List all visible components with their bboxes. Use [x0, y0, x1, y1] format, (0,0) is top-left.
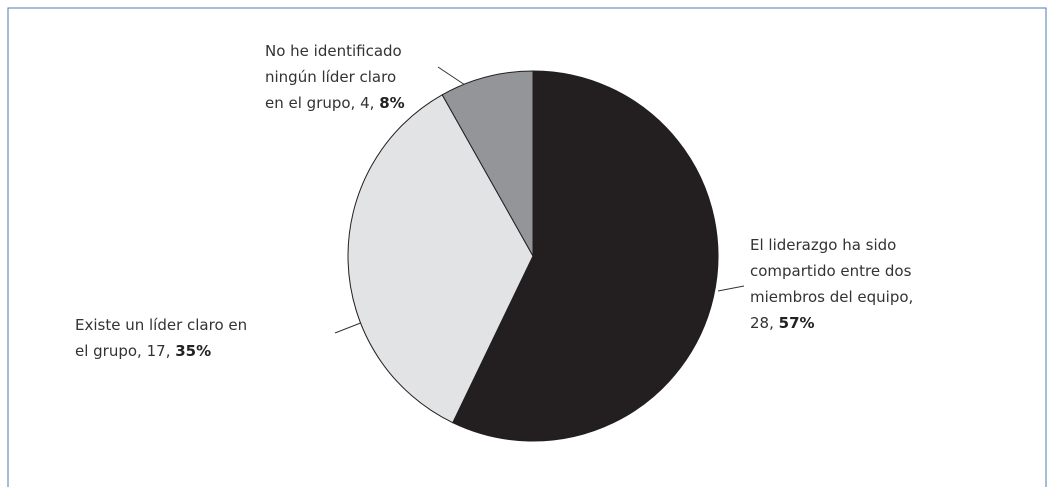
value-label: 17, — [146, 342, 171, 360]
leader-line — [437, 66, 466, 86]
slice-label: El liderazgo ha sido compartido entre do… — [750, 232, 928, 336]
slice-label: Existe un líder claro en el grupo, 17, 3… — [75, 312, 255, 364]
pie-slice — [452, 70, 719, 442]
percentage-label: 57% — [778, 314, 815, 332]
leader-line — [717, 285, 745, 292]
percentage-label: 8% — [379, 94, 405, 112]
percentage-label: 35% — [175, 342, 212, 360]
pie-slice — [441, 70, 534, 258]
category-label: Existe un líder claro en el grupo, — [75, 316, 248, 360]
pie-slice — [347, 94, 534, 424]
value-label: 4, — [360, 94, 375, 112]
slice-label: No he identificado ningún líder claro en… — [265, 38, 417, 116]
frame — [7, 7, 1047, 487]
category-label: No he identificado ningún líder claro en… — [265, 42, 402, 112]
category-label: El liderazgo ha sido compartido entre do… — [750, 236, 914, 306]
value-label: 28, — [750, 314, 774, 332]
